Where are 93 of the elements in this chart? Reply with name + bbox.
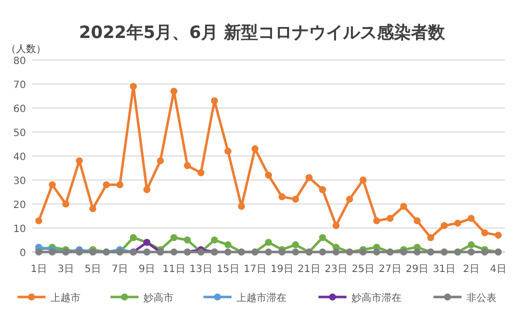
- x-tick-label: 15日: [216, 264, 240, 275]
- y-tick-label: 40: [13, 152, 26, 163]
- point: [170, 88, 178, 95]
- point: [454, 220, 462, 227]
- x-tick-label: 5日: [84, 264, 101, 275]
- point: [48, 248, 56, 256]
- point: [156, 157, 164, 164]
- point: [468, 214, 475, 222]
- x-tick-label: 4日: [490, 264, 506, 275]
- point: [373, 217, 380, 224]
- x-tick-label: 25日: [352, 264, 374, 275]
- legend-label: 上越市滞在: [236, 292, 286, 304]
- y-tick-label: 0: [20, 248, 26, 259]
- point: [319, 186, 326, 194]
- chart-title: 2022年5月、6月 新型コロナウイルス感染者数: [79, 23, 446, 43]
- y-tick-label: 50: [13, 128, 26, 139]
- x-tick-label: 23日: [324, 264, 348, 275]
- x-tick-label: 11日: [162, 264, 186, 275]
- point: [414, 248, 421, 256]
- point: [292, 241, 300, 248]
- point: [224, 248, 232, 256]
- point: [494, 232, 502, 239]
- point: [468, 241, 475, 248]
- y-tick-label: 30: [13, 176, 26, 187]
- x-tick-label: 21日: [298, 264, 320, 275]
- point: [306, 174, 313, 182]
- point: [76, 157, 83, 164]
- point: [468, 248, 475, 256]
- point: [360, 176, 367, 184]
- point: [197, 169, 204, 176]
- point: [224, 148, 232, 155]
- point: [184, 236, 191, 244]
- legend-label: 上越市: [50, 292, 80, 304]
- y-tick-label: 60: [13, 104, 26, 115]
- point: [427, 234, 434, 242]
- point: [440, 222, 448, 230]
- point: [400, 202, 408, 210]
- x-tick-label: 9日: [138, 264, 156, 275]
- y-tick-label: 20: [13, 200, 26, 211]
- point: [35, 217, 42, 224]
- x-tick-label: 19日: [270, 264, 294, 275]
- point: [400, 248, 408, 256]
- point: [116, 181, 124, 188]
- point: [130, 82, 137, 90]
- point: [278, 193, 286, 200]
- point: [481, 248, 488, 256]
- point: [292, 196, 300, 203]
- legend-label: 非公表: [466, 292, 496, 304]
- x-tick-label: 27日: [378, 264, 402, 275]
- point: [319, 248, 326, 256]
- point: [89, 205, 96, 212]
- point: [210, 236, 218, 244]
- point: [360, 248, 367, 256]
- x-tick-label: 2日: [463, 264, 480, 275]
- point: [224, 241, 232, 248]
- y-axis-title: （人数）: [6, 44, 46, 55]
- point: [48, 181, 56, 188]
- point: [265, 172, 272, 179]
- x-tick-label: 29日: [406, 264, 429, 275]
- point: [265, 238, 272, 246]
- point: [130, 234, 137, 242]
- point: [346, 196, 354, 203]
- point: [386, 214, 394, 222]
- legend-label: 妙高市滞在: [352, 292, 402, 304]
- y-tick-label: 10: [13, 224, 26, 235]
- x-tick-label: 17日: [244, 264, 266, 275]
- point: [414, 217, 421, 224]
- x-tick-label: 3日: [58, 264, 74, 275]
- point: [238, 202, 245, 210]
- point: [170, 234, 178, 242]
- point: [62, 200, 70, 208]
- point: [265, 248, 272, 256]
- x-tick-label: 31日: [432, 264, 456, 275]
- point: [332, 222, 340, 230]
- legend-label: 妙高市: [144, 292, 174, 304]
- point: [251, 145, 258, 152]
- point: [184, 162, 191, 170]
- point: [319, 234, 326, 242]
- point: [373, 248, 380, 256]
- point: [292, 248, 300, 256]
- x-tick-label: 13日: [190, 264, 212, 275]
- point: [102, 181, 110, 188]
- point: [143, 186, 150, 194]
- y-tick-label: 70: [13, 80, 26, 91]
- point: [170, 248, 178, 256]
- point: [481, 229, 488, 236]
- x-tick-label: 7日: [112, 264, 128, 275]
- point: [35, 248, 42, 256]
- point: [210, 97, 218, 104]
- point: [332, 248, 340, 256]
- point: [278, 248, 286, 256]
- x-tick-label: 1日: [30, 264, 47, 275]
- y-tick-label: 80: [13, 56, 26, 67]
